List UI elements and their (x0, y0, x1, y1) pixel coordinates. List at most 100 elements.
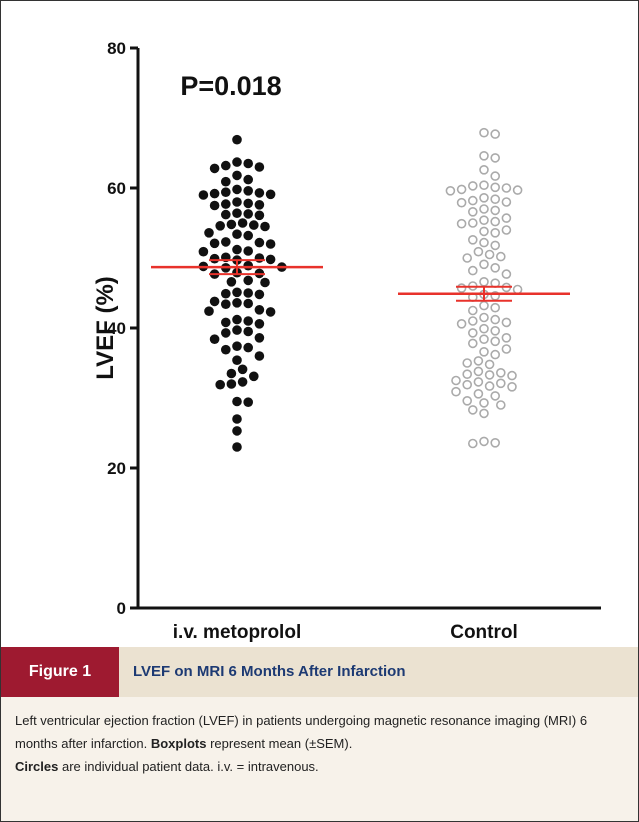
data-point (209, 296, 220, 307)
data-point (490, 314, 501, 325)
data-point (490, 325, 501, 336)
data-point (243, 397, 253, 408)
data-point (215, 221, 225, 231)
data-point (232, 287, 242, 298)
data-point (243, 326, 253, 337)
data-point (445, 186, 456, 196)
data-point (490, 129, 501, 139)
data-point (254, 333, 265, 343)
data-point (221, 237, 231, 247)
data-point (479, 127, 489, 138)
data-point (198, 246, 209, 257)
data-point (221, 187, 231, 197)
data-point (490, 240, 501, 251)
data-point (456, 197, 467, 208)
caption-text: represent mean (±SEM). (206, 736, 353, 751)
data-point (501, 332, 512, 343)
data-point (467, 195, 478, 206)
data-point (254, 237, 265, 248)
data-point (221, 317, 231, 328)
data-point (490, 182, 501, 193)
data-point (456, 318, 467, 329)
data-point (490, 302, 501, 313)
data-point (232, 341, 242, 352)
data-point (232, 298, 242, 308)
x-tick-label: Control (450, 622, 518, 643)
data-point (484, 381, 495, 391)
x-tick-label: i.v. metoprolol (173, 622, 301, 643)
data-point (479, 334, 489, 345)
data-point (209, 238, 220, 249)
data-point (265, 254, 276, 265)
data-point (467, 235, 478, 245)
data-point (254, 289, 265, 300)
data-point (232, 229, 242, 239)
data-point (221, 176, 231, 187)
data-point (473, 366, 484, 377)
data-point (467, 181, 478, 191)
data-point (243, 186, 253, 196)
data-point (501, 197, 512, 207)
data-point (232, 170, 242, 181)
y-axis-label: LVEF (%) (92, 276, 119, 380)
data-point (237, 364, 248, 375)
data-point (221, 344, 231, 355)
data-point (512, 284, 523, 295)
data-point (226, 219, 237, 230)
data-point (473, 377, 484, 387)
data-point (462, 253, 473, 263)
data-point (237, 218, 248, 228)
data-point (490, 391, 501, 401)
data-point (243, 246, 253, 256)
data-point (490, 153, 501, 163)
y-tick-label: 20 (107, 459, 126, 478)
data-point (226, 379, 237, 389)
data-point (265, 307, 276, 317)
data-point (232, 426, 242, 436)
data-point (243, 209, 253, 219)
data-point (232, 396, 242, 407)
data-point (243, 298, 253, 309)
data-point (226, 277, 237, 287)
data-point (232, 442, 242, 452)
data-point (473, 246, 484, 257)
caption-bold: Circles (15, 759, 59, 774)
data-point (479, 408, 489, 419)
data-point (501, 344, 512, 354)
data-point (209, 188, 220, 199)
data-point (243, 174, 253, 185)
data-point (479, 151, 489, 161)
data-point (209, 334, 220, 345)
data-point (221, 299, 231, 310)
data-point (243, 342, 253, 353)
data-point (467, 405, 478, 415)
data-point (501, 317, 512, 328)
data-point (467, 265, 478, 276)
data-point (484, 249, 495, 260)
data-point (237, 377, 248, 387)
data-point (490, 171, 501, 181)
data-point (501, 225, 512, 235)
caption-text: are individual patient data. i.v. = intr… (58, 759, 319, 774)
figure-header: Figure 1 LVEF on MRI 6 Months After Infa… (1, 647, 638, 697)
data-point (495, 400, 506, 410)
caption-bold: Boxplots (150, 736, 207, 751)
data-point (260, 277, 270, 288)
data-point (232, 134, 242, 145)
data-point (254, 210, 265, 221)
y-tick-label: 40 (107, 319, 126, 338)
data-point (467, 328, 478, 338)
data-point (490, 228, 501, 238)
caption: Left ventricular ejection fraction (LVEF… (15, 709, 625, 778)
figure-title: LVEF on MRI 6 Months After Infarction (133, 663, 406, 680)
data-point (243, 260, 253, 271)
data-point (232, 157, 242, 167)
data-point (243, 288, 253, 298)
data-point (451, 375, 461, 386)
data-point (507, 381, 517, 392)
data-point (232, 355, 242, 366)
data-point (221, 160, 231, 171)
data-point (479, 300, 489, 311)
data-point (204, 306, 214, 317)
